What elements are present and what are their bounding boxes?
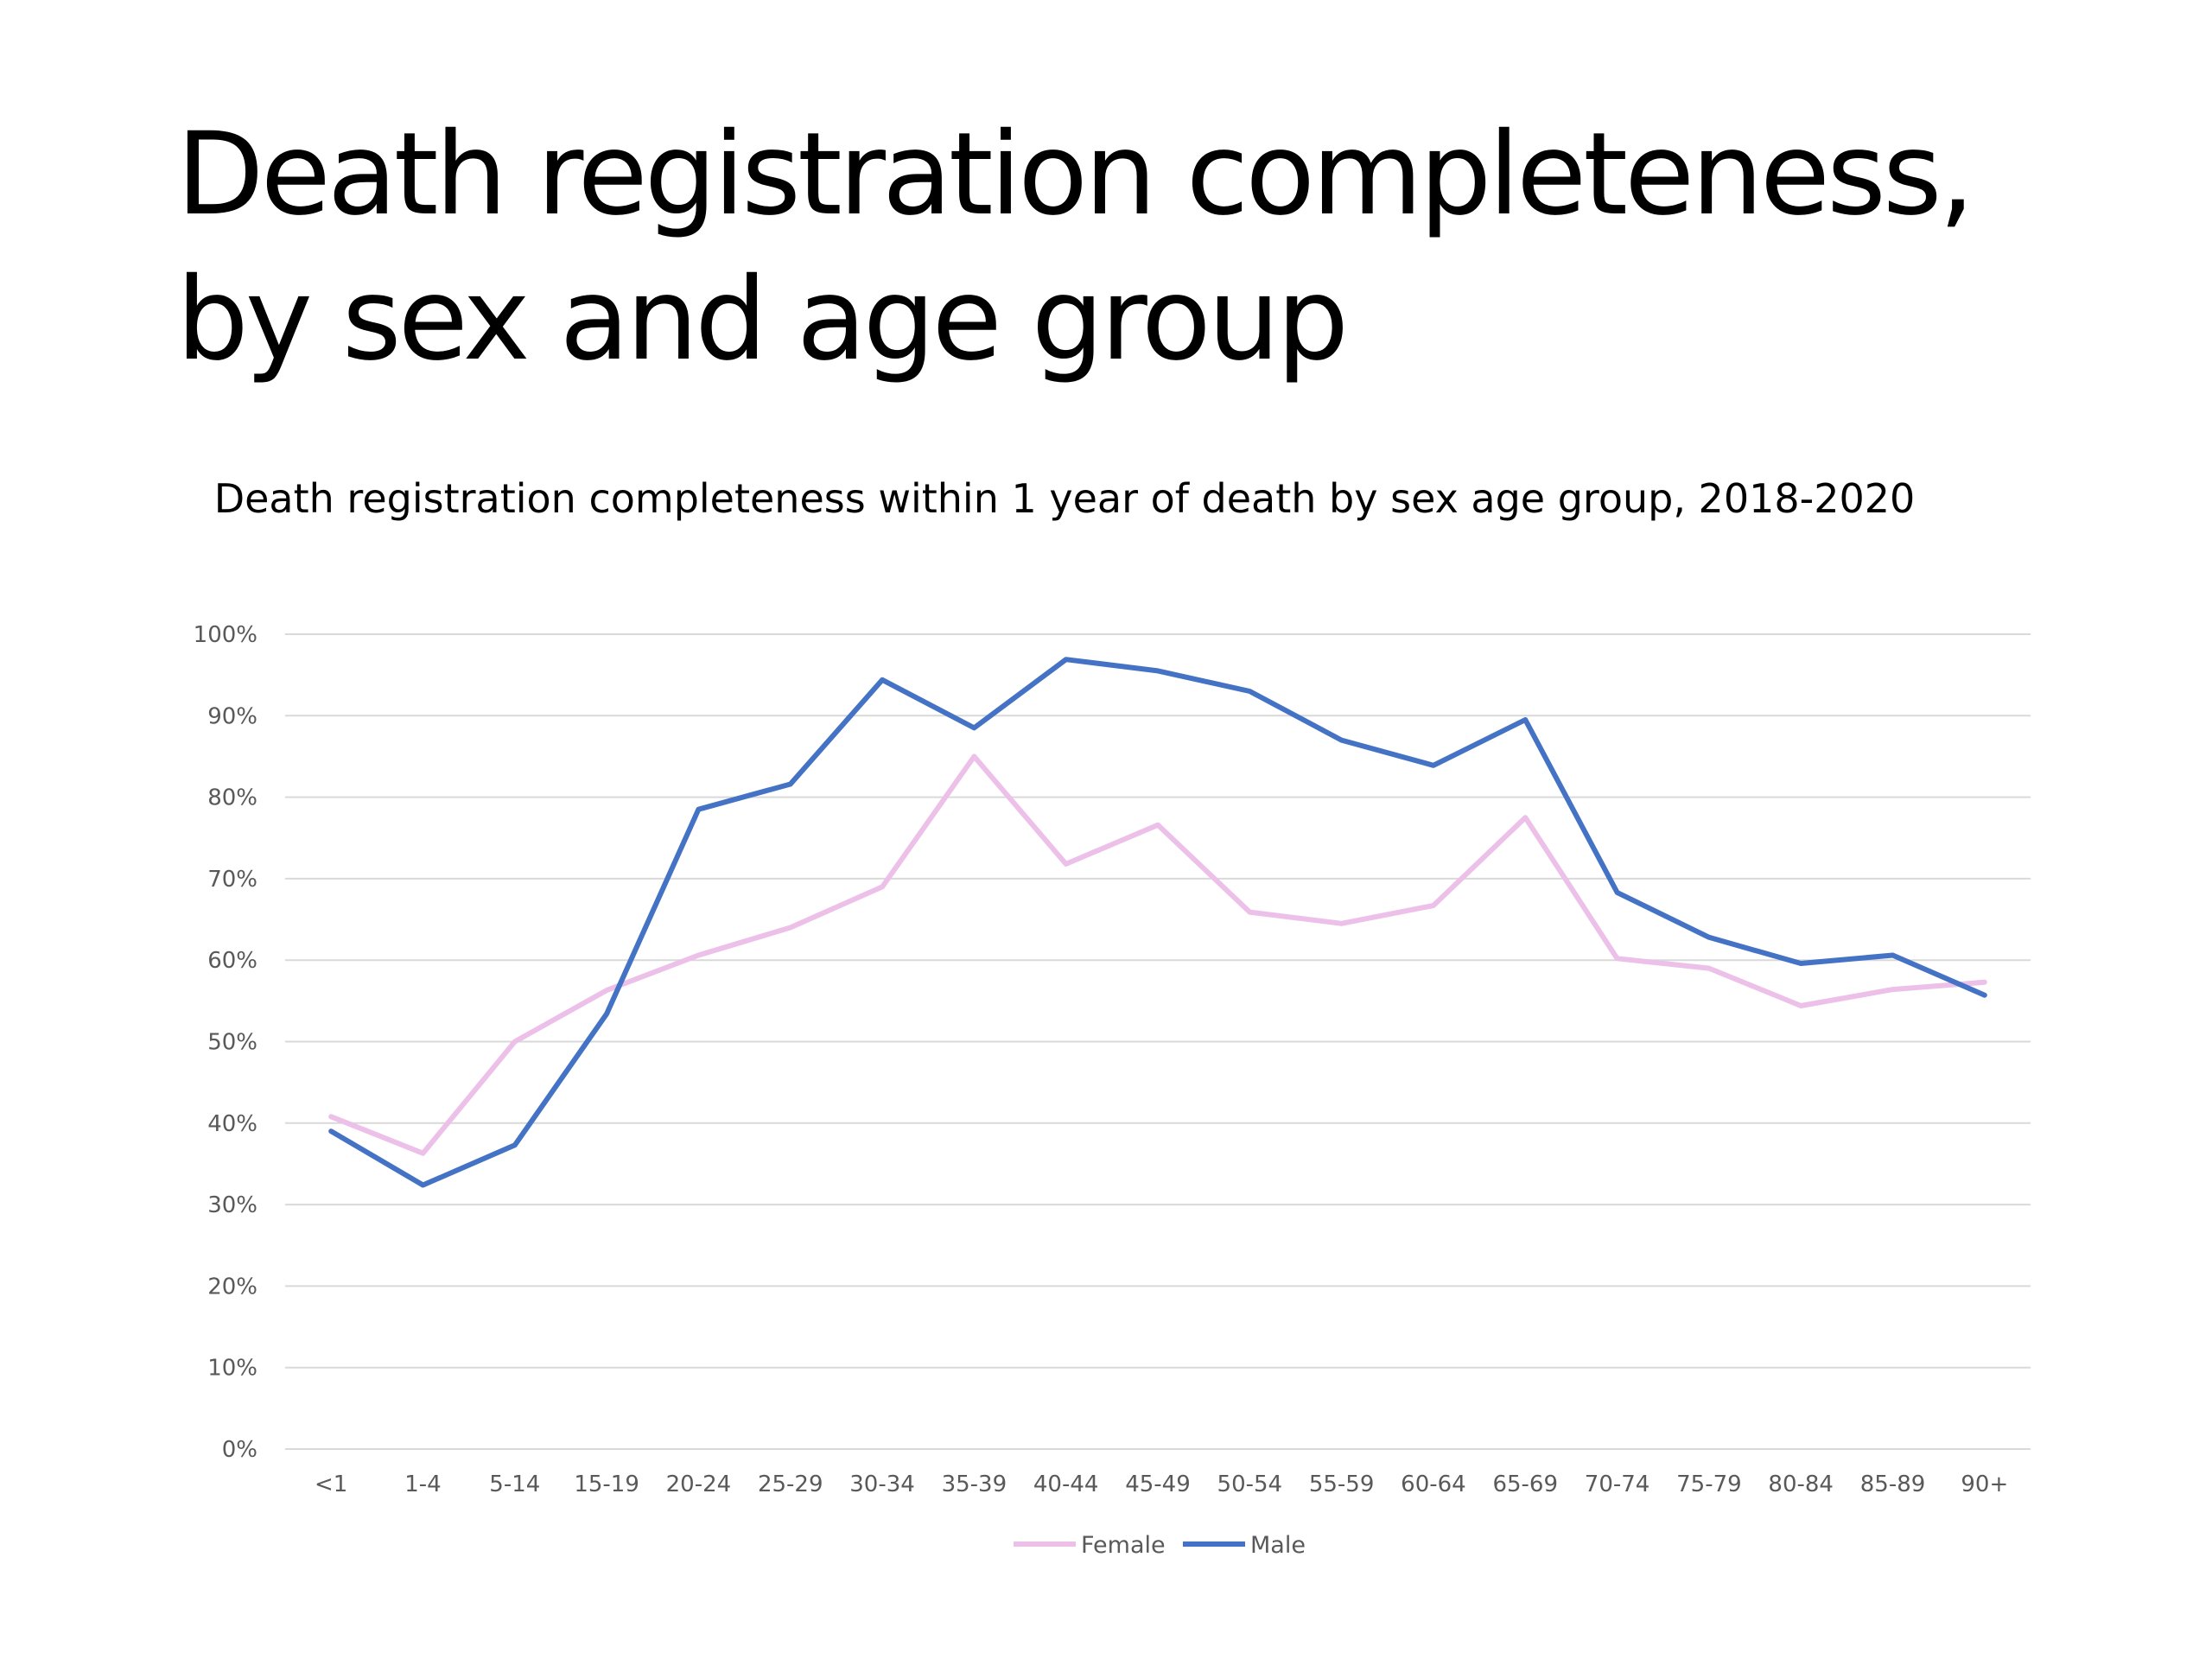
x-tick-label: 35-39 xyxy=(942,1471,1007,1497)
x-axis-tick-labels: <1 1-4 5-14 15-19 20-24 25-29 30-34 35-39 40-44 4… xyxy=(315,1471,2008,1497)
y-tick-label: 80% xyxy=(207,785,257,811)
x-tick-label: 75-79 xyxy=(1676,1471,1742,1497)
x-tick-label: 25-29 xyxy=(758,1471,823,1497)
chart-title: Death registration completeness within 1… xyxy=(214,475,1916,522)
slide-title-line1: Death registration completeness, xyxy=(176,108,1975,241)
y-tick-label: 70% xyxy=(207,867,257,893)
x-tick-label: 50-54 xyxy=(1217,1471,1283,1497)
x-tick-label: 60-64 xyxy=(1401,1471,1466,1497)
x-tick-label: 1-4 xyxy=(404,1471,441,1497)
legend-label-male: Male xyxy=(1250,1532,1306,1559)
y-tick-label: 10% xyxy=(207,1356,257,1382)
y-tick-label: 30% xyxy=(207,1192,257,1218)
x-tick-label: 40-44 xyxy=(1033,1471,1099,1497)
y-axis-tick-labels: 0% 10% 20% 30% 40% 50% 60% 70% 80% 90% 100% xyxy=(194,622,257,1463)
x-tick-label: 5-14 xyxy=(489,1471,540,1497)
x-tick-label: 15-19 xyxy=(574,1471,639,1497)
series-lines xyxy=(328,657,1987,1188)
slide-title-line2: by sex and age group xyxy=(176,253,1349,386)
x-tick-label: 55-59 xyxy=(1309,1471,1375,1497)
x-tick-label: <1 xyxy=(315,1471,347,1497)
y-tick-label: 0% xyxy=(222,1437,257,1463)
x-tick-label: 90+ xyxy=(1961,1471,2008,1497)
x-tick-label: 65-69 xyxy=(1492,1471,1558,1497)
x-tick-label: 45-49 xyxy=(1125,1471,1191,1497)
y-tick-label: 20% xyxy=(207,1274,257,1300)
y-tick-label: 90% xyxy=(207,703,257,729)
x-tick-label: 20-24 xyxy=(666,1471,732,1497)
legend: Female Male xyxy=(1014,1532,1306,1559)
slide-title: Death registration completeness, by sex a… xyxy=(176,102,2077,392)
series-line-male xyxy=(328,657,1987,1188)
y-tick-label: 100% xyxy=(194,622,257,648)
y-tick-label: 40% xyxy=(207,1111,257,1137)
y-tick-label: 50% xyxy=(207,1030,257,1056)
series-line-female xyxy=(328,753,1987,1156)
legend-label-female: Female xyxy=(1081,1532,1166,1559)
x-tick-label: 30-34 xyxy=(849,1471,915,1497)
y-tick-label: 60% xyxy=(207,948,257,974)
gridlines xyxy=(285,633,2031,1450)
x-tick-label: 70-74 xyxy=(1585,1471,1650,1497)
x-tick-label: 80-84 xyxy=(1768,1471,1834,1497)
x-tick-label: 85-89 xyxy=(1860,1471,1926,1497)
